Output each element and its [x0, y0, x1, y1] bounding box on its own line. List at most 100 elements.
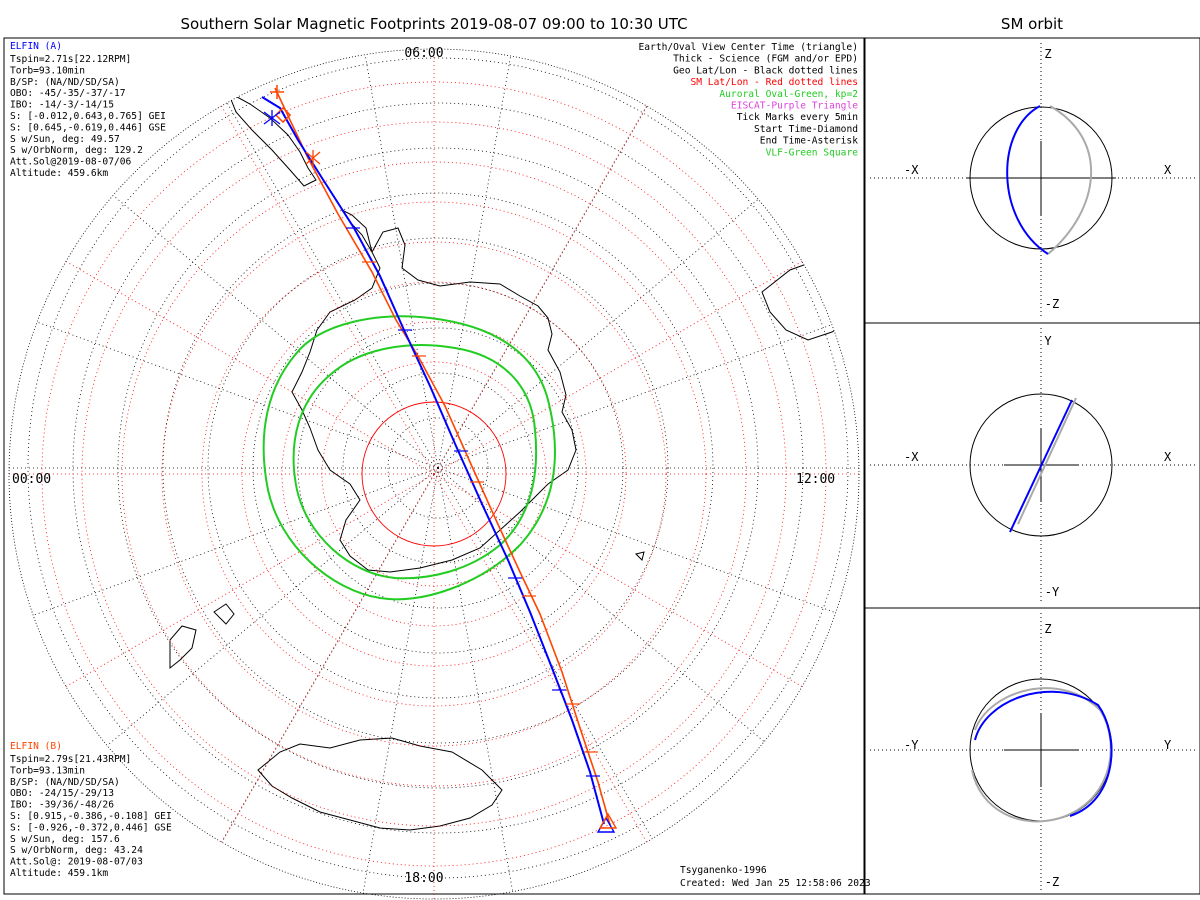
- legend-entry: Geo Lat/Lon - Black dotted lines: [673, 65, 858, 76]
- legend-entry: Tick Marks every 5min: [737, 112, 858, 123]
- elfin-b-info-line: Altitude: 459.1km: [10, 868, 108, 879]
- sm-meridian: [213, 92, 435, 475]
- geo-meridian: [361, 49, 439, 469]
- geo-meridian: [437, 184, 776, 469]
- panel3-left-label: -Y: [904, 738, 919, 752]
- mlt-label-top: 06:00: [404, 46, 443, 61]
- end-marker-b: [305, 150, 321, 166]
- geo-meridian: [100, 467, 439, 752]
- geo-latitude-circle: [207, 237, 669, 699]
- panel-frame: [864, 37, 1200, 895]
- elfin-a-info-line: S: [0.645,-0.619,0.446] GSE: [10, 122, 166, 133]
- sm-meridian: [52, 253, 435, 475]
- track-ticks: [346, 227, 600, 777]
- elfin-b-lines: Tspin=2.79s[21.43RPM]Torb=93.13minB/SP: …: [10, 754, 172, 879]
- geo-meridian: [437, 49, 515, 469]
- sm-meridian: [213, 473, 435, 856]
- panel3-top-label: Z: [1044, 622, 1051, 636]
- elfin-a-info-line: S w/Sun, deg: 49.57: [10, 134, 120, 145]
- elfin-a-info: ELFIN (A) Tspin=2.71s[22.12RPM]Torb=93.1…: [10, 41, 166, 179]
- sm-meridian: [52, 473, 435, 695]
- geo-meridian: [217, 86, 439, 469]
- panel3-right-label: Y: [1164, 738, 1172, 752]
- side-title: SM orbit: [1001, 15, 1063, 33]
- mlt-label-left: 00:00: [12, 472, 51, 487]
- geo-meridian: [100, 184, 439, 469]
- elfin-a-info-line: IBO: -14/-3/-14/15: [10, 100, 114, 111]
- legend-entry: EISCAT-Purple Triangle: [731, 101, 858, 112]
- orbit-panel-xz: Z -Z -X X: [870, 43, 1198, 318]
- geo-meridian: [437, 467, 776, 752]
- elfin-b-info-line: IBO: -39/36/-48/26: [10, 800, 114, 811]
- polar-map: 06:00 00:00 12:00 18:00: [8, 46, 860, 900]
- start-marker-b: [270, 85, 292, 124]
- auroral-oval-outer: [262, 315, 556, 601]
- legend-entry: Thick - Science (FGM and/or EPD): [673, 54, 858, 65]
- orbit-panel-xy: Y -Y -X X: [870, 328, 1198, 603]
- elfin-a-info-line: B/SP: (NA/ND/SD/SA): [10, 77, 120, 88]
- geo-meridian: [217, 467, 439, 850]
- legend-entry: VLF-Green Square: [766, 147, 859, 158]
- mlt-label-right: 12:00: [796, 472, 835, 487]
- legend-entry: Start Time-Diamond: [754, 124, 858, 135]
- south-america-outline: [227, 90, 317, 187]
- kerguelen-outline: [635, 551, 645, 561]
- panel2-right-label: X: [1164, 450, 1172, 464]
- elfin-b-info-line: S: [0.915,-0.386,-0.108] GEI: [10, 811, 172, 822]
- view-center-triangles: [596, 812, 618, 833]
- panel2-top-label: Y: [1044, 334, 1052, 348]
- elfin-b-info-line: Tspin=2.79s[21.43RPM]: [10, 754, 131, 765]
- geo-meridian: [437, 86, 659, 469]
- elfin-a-info-line: Torb=93.10min: [10, 65, 85, 76]
- legend-entry: End Time-Asterisk: [760, 136, 858, 147]
- africa-outline: [761, 261, 859, 341]
- elfin-b-info-line: B/SP: (NA/ND/SD/SA): [10, 777, 120, 788]
- geo-meridian: [437, 467, 852, 619]
- end-marker-a: [263, 110, 281, 126]
- elfin-b-info-line: OBO: -24/15/-29/13: [10, 788, 114, 799]
- elfin-a-info-line: S: [-0.012,0.643,0.765] GEI: [10, 111, 166, 122]
- geo-latitude-circle: [162, 192, 714, 744]
- created-label: Created: Wed Jan 25 12:58:06 2023: [680, 878, 871, 889]
- legend-entry: Earth/Oval View Center Time (triangle): [639, 42, 859, 53]
- geo-meridian: [361, 467, 439, 899]
- elfin-b-info-line: S w/OrbNorm, deg: 43.24: [10, 845, 143, 856]
- elfin-a-info-line: Att.Sol@2019-08-07/06: [10, 157, 132, 168]
- elfin-a-lines: Tspin=2.71s[22.12RPM]Torb=93.10minB/SP: …: [10, 54, 166, 179]
- geo-meridian: [437, 317, 852, 469]
- panel1-right-label: X: [1164, 163, 1172, 177]
- geo-meridian: [24, 317, 439, 469]
- legend: Earth/Oval View Center Time (triangle)Th…: [639, 42, 859, 158]
- sm-orbit-panels: Z -Z -X X Y -Y -X X Z: [864, 37, 1200, 895]
- map-boundary: [8, 48, 860, 900]
- australia-outline: [257, 737, 503, 831]
- model-label: Tsyganenko-1996: [680, 865, 767, 876]
- continent-outlines: [169, 90, 859, 831]
- elfin-b-info-line: Torb=93.13min: [10, 765, 85, 776]
- elfin-a-info-line: Altitude: 459.6km: [10, 168, 108, 179]
- panel3-bottom-label: -Z: [1045, 875, 1059, 889]
- sm-meridian: [433, 253, 816, 475]
- panel2-left-label: -X: [904, 450, 919, 464]
- elfin-b-name: ELFIN (B): [10, 741, 62, 752]
- panel2-bottom-label: -Y: [1045, 585, 1060, 599]
- panel1-left-label: -X: [904, 163, 919, 177]
- geo-latitude-circle: [342, 372, 534, 564]
- new-zealand-north-outline: [213, 603, 235, 625]
- elfin-b-info-line: S w/Sun, deg: 157.6: [10, 834, 120, 845]
- legend-entry: Auroral Oval-Green, kp=2: [719, 89, 858, 100]
- orbit-panel-yz: Z -Z -Y Y: [870, 613, 1198, 893]
- elfin-a-track: [261, 96, 605, 825]
- geo-latitude-circle: [27, 57, 849, 879]
- elfin-b-track: [274, 87, 611, 826]
- antarctica-outline: [291, 227, 577, 573]
- panel1-bottom-label: -Z: [1045, 297, 1059, 311]
- elfin-b-info: ELFIN (B) Tspin=2.79s[21.43RPM]Torb=93.1…: [10, 741, 172, 879]
- legend-entry: SM Lat/Lon - Red dotted lines: [690, 77, 858, 88]
- sm-meridian: [433, 473, 816, 695]
- elfin-a-name: ELFIN (A): [10, 41, 62, 52]
- new-zealand-outline: [169, 625, 197, 670]
- elfin-a-info-line: Tspin=2.71s[22.12RPM]: [10, 54, 131, 65]
- mlt-label-bottom: 18:00: [404, 871, 443, 886]
